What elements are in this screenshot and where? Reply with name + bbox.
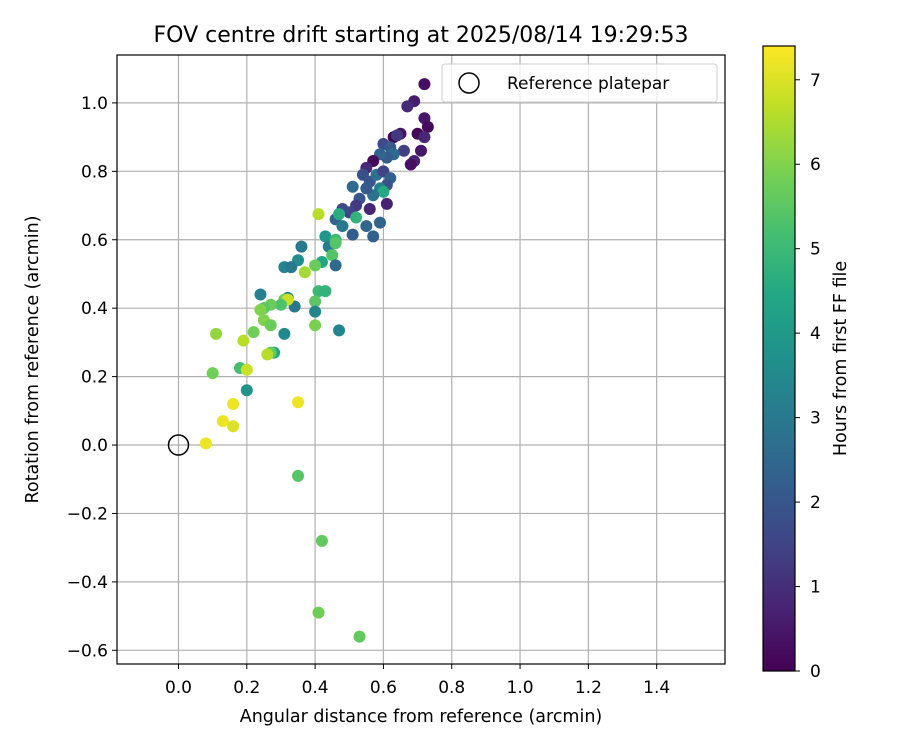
x-tick-label: 1.4: [643, 678, 670, 698]
y-axis-label: Rotation from reference (arcmin): [23, 216, 43, 504]
data-point: [312, 606, 325, 619]
data-point: [346, 180, 359, 193]
legend-label: Reference platepar: [507, 74, 669, 94]
y-tick-label: −0.4: [67, 573, 108, 593]
data-point: [254, 288, 267, 301]
data-point: [360, 182, 373, 195]
colorbar-tick-label: 3: [810, 409, 821, 429]
data-point: [315, 534, 328, 547]
y-tick-label: 1.0: [81, 94, 108, 114]
colorbar-ticks: 0 1 2 3 4 5 6 7: [795, 71, 821, 682]
x-axis-label: Angular distance from reference (arcmin): [240, 707, 603, 727]
data-point: [377, 185, 390, 198]
data-point: [298, 266, 311, 279]
x-tick-label: 0.2: [233, 678, 260, 698]
data-point: [274, 298, 287, 311]
colorbar-tick-label: 7: [810, 71, 821, 91]
data-point: [309, 259, 322, 272]
data-point: [264, 319, 277, 332]
data-point: [319, 285, 332, 298]
reference-marker-layer: [167, 434, 190, 456]
data-point: [285, 261, 298, 274]
data-point: [312, 208, 325, 221]
data-point: [329, 259, 342, 272]
data-point: [309, 319, 322, 332]
data-point: [237, 334, 250, 347]
data-point: [295, 240, 308, 253]
data-point: [309, 305, 322, 318]
data-point: [336, 220, 349, 233]
data-point: [326, 249, 339, 262]
data-point: [421, 120, 434, 133]
data-point: [346, 228, 359, 241]
legend-box: [441, 63, 718, 103]
y-tick-label: −0.2: [67, 504, 108, 524]
y-tick-label: 0.6: [81, 231, 108, 251]
data-point: [278, 327, 291, 340]
data-point: [227, 397, 240, 410]
chart-title: FOV centre drift starting at 2025/08/14 …: [154, 23, 689, 48]
data-point: [353, 630, 366, 643]
data-point: [380, 197, 393, 210]
data-point: [363, 202, 376, 215]
data-point: [309, 295, 322, 308]
data-point: [210, 327, 223, 340]
colorbar-tick-label: 4: [810, 324, 821, 344]
data-point: [391, 129, 404, 142]
data-point: [240, 363, 253, 376]
data-point: [240, 384, 253, 397]
data-point: [292, 396, 305, 409]
data-point: [404, 158, 417, 171]
x-tick-label: 1.0: [507, 678, 534, 698]
grid-lines: [117, 55, 725, 664]
data-point: [401, 100, 414, 113]
reference-platepar-marker: [167, 434, 190, 456]
x-axis-ticks: 0.0 0.2 0.4 0.6 0.8 1.0 1.2 1.4: [165, 664, 670, 698]
colorbar-tick-label: 2: [810, 493, 821, 513]
y-tick-label: −0.6: [67, 641, 108, 661]
data-point: [333, 208, 346, 221]
x-tick-label: 0.4: [302, 678, 329, 698]
data-point: [329, 237, 342, 250]
data-point: [216, 415, 229, 428]
y-tick-label: 0.0: [81, 436, 108, 456]
data-point: [333, 324, 346, 337]
data-point: [261, 348, 274, 361]
legend: Reference platepar: [441, 63, 718, 103]
x-tick-label: 1.2: [575, 678, 602, 698]
y-tick-label: 0.4: [81, 299, 108, 319]
data-point: [418, 131, 431, 144]
colorbar-tick-label: 1: [810, 578, 821, 598]
data-point: [360, 220, 373, 233]
data-point: [397, 144, 410, 157]
data-point: [350, 211, 363, 224]
data-point: [367, 230, 380, 243]
data-point: [247, 326, 260, 339]
colorbar-tick-label: 6: [810, 155, 821, 175]
x-tick-label: 0.0: [165, 678, 192, 698]
data-point: [206, 367, 219, 380]
colorbar: 0 1 2 3 4 5 6 7 Hours from first FF file: [762, 45, 851, 682]
data-point: [374, 216, 387, 229]
scatter-points: [199, 78, 434, 643]
colorbar-label: Hours from first FF file: [831, 261, 851, 456]
y-axis-ticks: −0.6 −0.4 −0.2 0.0 0.2 0.4 0.6 0.8 1.0: [67, 94, 117, 661]
plot-frame: [116, 54, 726, 665]
data-point: [292, 469, 305, 482]
colorbar-tick-label: 5: [810, 240, 821, 260]
x-tick-label: 0.8: [438, 678, 465, 698]
data-point: [254, 303, 267, 316]
data-point: [418, 78, 431, 91]
data-point: [227, 420, 240, 433]
y-tick-label: 0.8: [81, 162, 108, 182]
legend-reference-marker: [458, 72, 480, 94]
data-point: [319, 230, 332, 243]
x-tick-label: 0.6: [370, 678, 397, 698]
colorbar-gradient: [762, 45, 796, 672]
y-tick-label: 0.2: [81, 368, 108, 388]
data-point: [415, 144, 427, 157]
data-point: [199, 437, 212, 450]
colorbar-tick-label: 0: [810, 662, 821, 682]
